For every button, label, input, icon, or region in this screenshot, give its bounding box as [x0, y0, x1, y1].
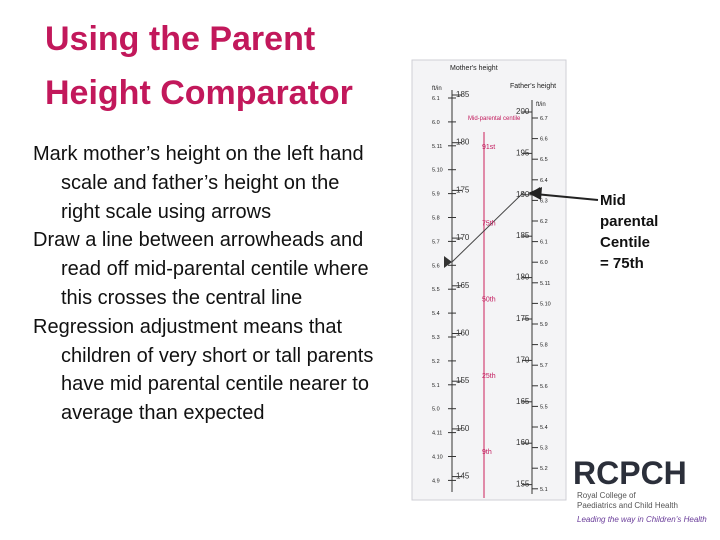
mother-ftin-label: 5.4 — [432, 311, 440, 317]
father-ftin-label: 5.9 — [540, 322, 548, 328]
father-ftin-label: 5.11 — [540, 281, 550, 287]
father-ftin-label: 5.4 — [540, 425, 548, 431]
father-ftin-label: 5.1 — [540, 487, 548, 493]
father-ftin-label: 5.5 — [540, 404, 548, 410]
mother-ftin-label: 6.0 — [432, 120, 440, 126]
bullet-list: Mark mother’s height on the left hand sc… — [33, 140, 383, 428]
comparator-card — [411, 59, 567, 501]
mother-cm-label: 170 — [456, 233, 470, 242]
father-unit: ft/in — [536, 102, 546, 108]
mother-ftin-label: 6.1 — [432, 96, 440, 102]
mother-ftin-label: 4.9 — [432, 478, 440, 484]
bullet: Mark mother’s height on the left hand sc… — [33, 143, 364, 223]
logo-tagline: Leading the way in Children’s Health — [577, 515, 707, 524]
logo-line: Paediatrics and Child Health — [577, 501, 678, 510]
mother-ftin-label: 4.11 — [432, 431, 442, 437]
mother-cm-label: 165 — [456, 281, 470, 290]
centile-header: Mid-parental centile — [468, 116, 521, 122]
centile-label: 75th — [482, 220, 496, 227]
mother-arrowhead — [444, 256, 452, 268]
mother-ftin-label: 5.3 — [432, 335, 440, 341]
callout-line: Centile — [600, 234, 651, 251]
father-ftin-label: 6.6 — [540, 137, 548, 143]
father-ftin-label: 6.0 — [540, 260, 548, 266]
bullet: Regression adjustment means that childre… — [33, 315, 374, 425]
mother-ftin-label: 5.0 — [432, 407, 440, 413]
logo: RCPCH Royal College of Paediatrics and C… — [573, 455, 707, 524]
mother-cm-label: 185 — [456, 90, 470, 99]
mother-ftin-label: 5.6 — [432, 263, 440, 269]
mother-ftin-label: 5.8 — [432, 216, 440, 222]
father-ftin-label: 6.5 — [540, 157, 548, 163]
mother-cm-label: 150 — [456, 424, 470, 433]
mother-cm-label: 155 — [456, 376, 470, 385]
father-ftin-label: 6.2 — [540, 219, 548, 225]
father-ftin-label: 5.8 — [540, 343, 548, 349]
father-ftin-label: 5.7 — [540, 363, 548, 369]
mother-unit: ft/in — [432, 86, 442, 92]
callout: Mid parental Centile = 75th — [600, 190, 658, 274]
centile-label: 91st — [482, 144, 495, 151]
mother-ftin-label: 5.1 — [432, 383, 440, 389]
mother-ftin-label: 5.10 — [432, 168, 443, 174]
mother-ftin-label: 5.5 — [432, 287, 440, 293]
mother-ftin-label: 5.2 — [432, 359, 440, 365]
mother-cm-label: 160 — [456, 329, 470, 338]
father-ftin-label: 5.6 — [540, 384, 548, 390]
father-ftin-label: 6.1 — [540, 240, 548, 246]
centile-label: 9th — [482, 449, 492, 456]
father-ftin-label: 6.4 — [540, 178, 548, 184]
callout-line: parental — [600, 213, 659, 230]
father-ftin-label: 6.3 — [540, 198, 548, 204]
title-line: Height Comparator — [45, 74, 353, 112]
centile-label: 25th — [482, 373, 496, 380]
mother-header: Mother's height — [450, 65, 498, 72]
mother-ftin-label: 5.9 — [432, 192, 440, 198]
father-header: Father's height — [510, 83, 556, 90]
father-ftin-label: 5.3 — [540, 446, 548, 452]
logo-name: RCPCH — [573, 455, 687, 491]
mother-ftin-label: 5.7 — [432, 239, 440, 245]
title-line: Using the Parent — [45, 20, 316, 58]
mother-cm-label: 180 — [456, 138, 470, 147]
callout-line: = 75th — [600, 255, 644, 272]
centile-label: 50th — [482, 297, 496, 304]
logo-line: Royal College of — [577, 491, 636, 500]
callout-line: Mid — [600, 192, 626, 209]
mother-ftin-label: 4.10 — [432, 455, 443, 461]
parent-line — [451, 191, 525, 263]
mother-cm-label: 175 — [456, 185, 470, 194]
father-ftin-label: 5.10 — [540, 301, 551, 307]
mother-cm-label: 145 — [456, 472, 470, 481]
callout-arrowhead — [528, 187, 542, 200]
callout-arrow — [534, 193, 599, 201]
mother-ftin-label: 5.11 — [432, 144, 442, 150]
father-ftin-label: 6.7 — [540, 116, 548, 122]
father-ftin-label: 5.2 — [540, 466, 548, 472]
bullet: Draw a line between arrowheads and read … — [33, 229, 369, 309]
